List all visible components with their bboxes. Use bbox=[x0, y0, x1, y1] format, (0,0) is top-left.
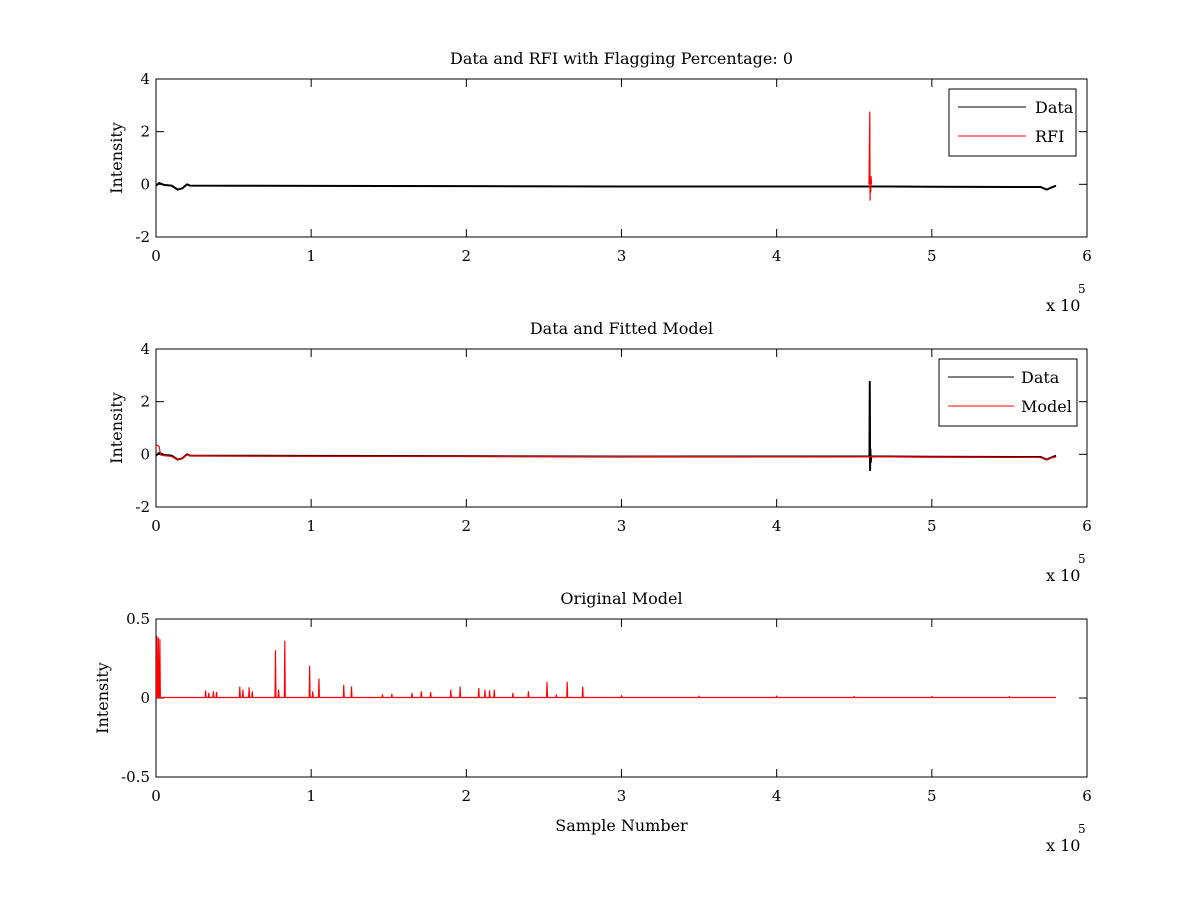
plot-title: Original Model bbox=[560, 589, 682, 608]
y-tick-label: 2 bbox=[140, 393, 150, 411]
x-tick-label: 2 bbox=[462, 247, 472, 265]
y-tick-label: -2 bbox=[135, 228, 150, 246]
legend-label: Model bbox=[1021, 397, 1072, 416]
x-multiplier-label: x 10 bbox=[1046, 566, 1080, 585]
y-tick-label: -2 bbox=[135, 498, 150, 516]
legend: Data Model bbox=[938, 358, 1078, 427]
legend-label: RFI bbox=[1035, 127, 1064, 146]
legend-label: Data bbox=[1035, 98, 1074, 117]
x-multiplier-label: x 10 bbox=[1046, 296, 1080, 315]
series-group bbox=[156, 111, 1057, 201]
series-group bbox=[156, 380, 1057, 472]
x-tick-label: 6 bbox=[1082, 787, 1092, 805]
x-tick-label: 4 bbox=[772, 247, 782, 265]
legend: Data RFI bbox=[948, 88, 1077, 157]
y-tick-label: 0 bbox=[140, 689, 150, 707]
y-tick-label: 0 bbox=[140, 445, 150, 463]
series-line-data bbox=[156, 182, 1057, 191]
x-tick-label: 3 bbox=[617, 517, 627, 535]
x-multiplier-exponent: 5 bbox=[1078, 822, 1086, 836]
x-tick-label: 4 bbox=[772, 517, 782, 535]
series-line-model bbox=[156, 444, 1057, 461]
x-tick-label: 6 bbox=[1082, 517, 1092, 535]
y-tick-label: 0.5 bbox=[126, 610, 150, 628]
y-tick-label: 4 bbox=[140, 340, 150, 358]
plot-title: Data and RFI with Flagging Percentage: 0 bbox=[450, 49, 793, 68]
x-multiplier-exponent: 5 bbox=[1078, 282, 1086, 296]
legend-box bbox=[938, 358, 1078, 427]
plot-area bbox=[155, 78, 1088, 238]
plot-area bbox=[155, 348, 1088, 508]
x-tick-label: 3 bbox=[617, 787, 627, 805]
y-tick-label: 4 bbox=[140, 70, 150, 88]
y-tick-label: -0.5 bbox=[121, 768, 150, 786]
x-tick-label: 4 bbox=[772, 787, 782, 805]
x-multiplier-label: x 10 bbox=[1046, 836, 1080, 855]
y-tick-label: 2 bbox=[140, 123, 150, 141]
legend-label: Data bbox=[1021, 368, 1060, 387]
x-tick-label: 5 bbox=[927, 787, 937, 805]
x-tick-label: 1 bbox=[306, 247, 316, 265]
y-axis-label: Intensity bbox=[107, 392, 126, 464]
x-tick-label: 3 bbox=[617, 247, 627, 265]
x-tick-label: 6 bbox=[1082, 247, 1092, 265]
x-multiplier-exponent: 5 bbox=[1078, 552, 1086, 566]
series-line-model bbox=[156, 635, 1056, 699]
x-tick-label: 1 bbox=[306, 517, 316, 535]
series-line-rfi bbox=[868, 111, 873, 201]
plot-title: Data and Fitted Model bbox=[530, 319, 713, 338]
x-tick-label: 0 bbox=[151, 517, 161, 535]
y-tick-label: 0 bbox=[140, 175, 150, 193]
x-tick-label: 2 bbox=[462, 517, 472, 535]
y-axis-label: Intensity bbox=[93, 662, 112, 734]
x-tick-label: 2 bbox=[462, 787, 472, 805]
x-tick-label: 0 bbox=[151, 787, 161, 805]
series-group bbox=[156, 635, 1056, 699]
x-axis-label: Sample Number bbox=[555, 816, 688, 835]
x-tick-label: 5 bbox=[927, 247, 937, 265]
x-tick-label: 0 bbox=[151, 247, 161, 265]
legend-box bbox=[948, 88, 1077, 157]
x-tick-label: 1 bbox=[306, 787, 316, 805]
y-axis-label: Intensity bbox=[107, 122, 126, 194]
x-tick-label: 5 bbox=[927, 517, 937, 535]
